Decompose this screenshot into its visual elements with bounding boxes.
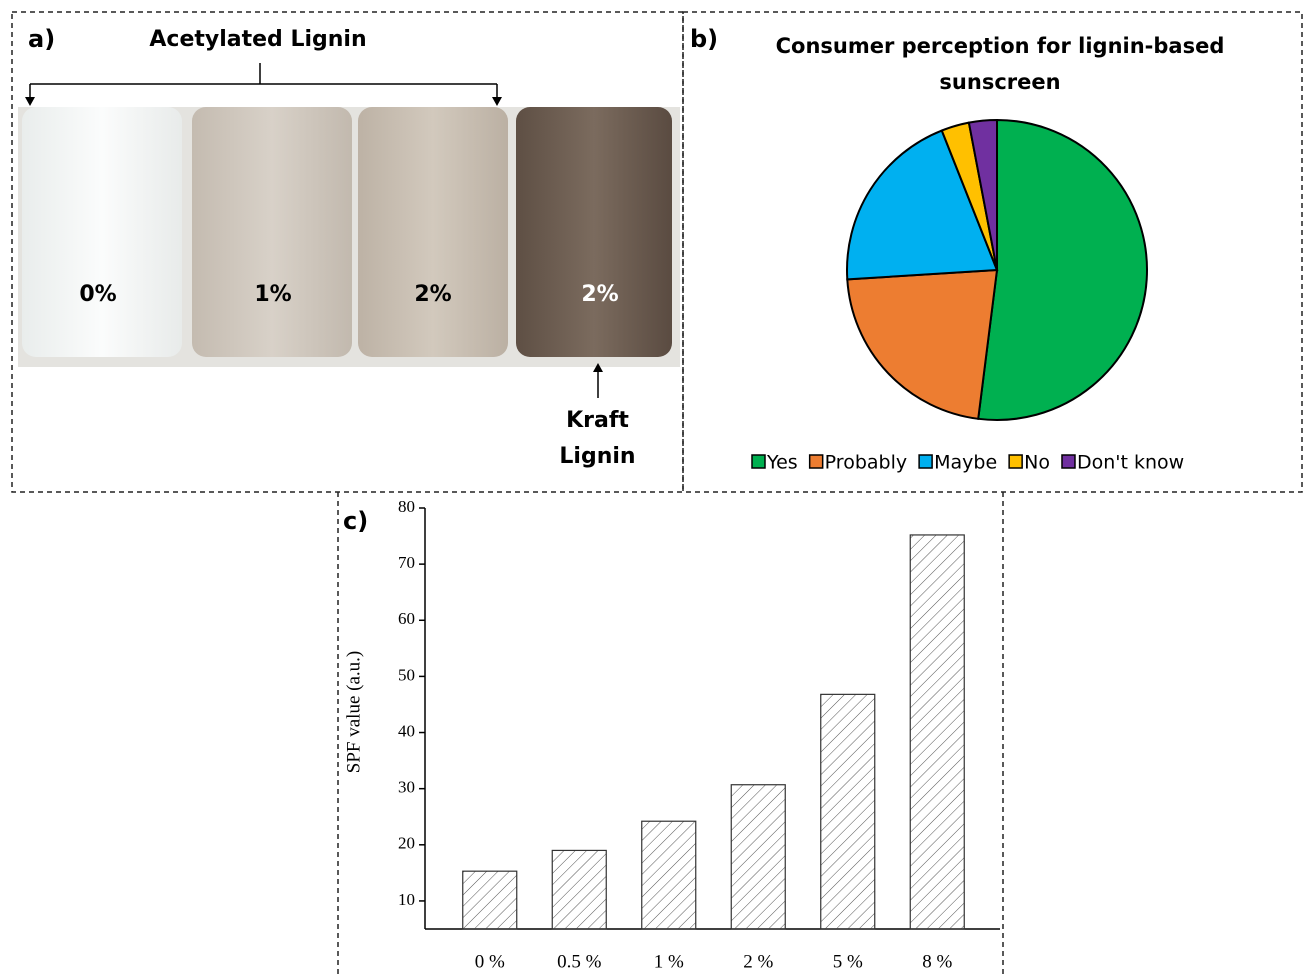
pie-slice (846, 268, 999, 420)
vial-label: 2% (581, 282, 618, 307)
panel-label: c) (343, 507, 368, 535)
legend-label: Maybe (934, 452, 997, 474)
y-tick-label: 40 (398, 721, 415, 740)
pie-title-box: Consumer perception for lignin-based sun… (775, 34, 1225, 94)
pie-slice (977, 118, 1148, 421)
bar (820, 693, 876, 930)
bar-chart: 10 20 30 40 50 60 70 80 0 % 0.5 % 1 % 2 % 5 % 8 % (398, 497, 1000, 972)
x-tick-label: 8 % (922, 951, 952, 972)
legend-label: Probably (825, 452, 907, 474)
legend-swatch (918, 454, 933, 469)
legend-label: Don't know (1077, 452, 1184, 474)
y-tick-label: 10 (398, 890, 415, 909)
photo (18, 107, 680, 367)
x-tick-label: 0.5 % (557, 951, 602, 972)
y-tick-label: 50 (398, 665, 415, 684)
legend-swatch (1008, 454, 1023, 469)
vial-label: 2% (414, 282, 451, 307)
x-tick-label: 1 % (654, 951, 684, 972)
y-axis-label: SPF value (a.u.) (343, 651, 364, 773)
bracket (29, 63, 599, 398)
x-tick-label: 5 % (833, 951, 863, 972)
y-tick-label: 70 (398, 553, 415, 572)
legend: Yes Probably Maybe No Don't know (751, 452, 1184, 474)
pie-slice (846, 129, 999, 281)
bracket-label: Acetylated Lignin (149, 27, 366, 52)
bar (641, 820, 697, 930)
vial-label: 0% (79, 282, 116, 307)
legend-label: Yes (766, 452, 798, 474)
arrow-label-box: Kraft Lignin (559, 408, 636, 469)
bar (462, 870, 518, 930)
panel-label: a) (28, 25, 55, 53)
arrow-label: Kraft Lignin (559, 408, 636, 469)
legend-swatch (1061, 454, 1076, 469)
legend-label: No (1024, 452, 1050, 474)
y-tick-label: 30 (398, 778, 415, 797)
y-tick-label: 80 (398, 497, 415, 516)
legend-swatch (808, 454, 824, 469)
bar (730, 784, 786, 930)
vial-label: 1% (254, 282, 291, 307)
panel-borders (11, 11, 1303, 974)
y-tick-label: 20 (398, 834, 415, 853)
x-tick-label: 0 % (475, 951, 505, 972)
panel-label: b) (690, 25, 718, 53)
bar (909, 534, 965, 930)
bar (551, 849, 607, 930)
legend-swatch (751, 454, 766, 469)
pie-title: Consumer perception for lignin-based sun… (775, 34, 1225, 94)
pie-slice (967, 118, 998, 271)
y-tick-label: 60 (398, 609, 415, 628)
pie (846, 118, 1148, 421)
x-tick-label: 2 % (743, 951, 773, 972)
